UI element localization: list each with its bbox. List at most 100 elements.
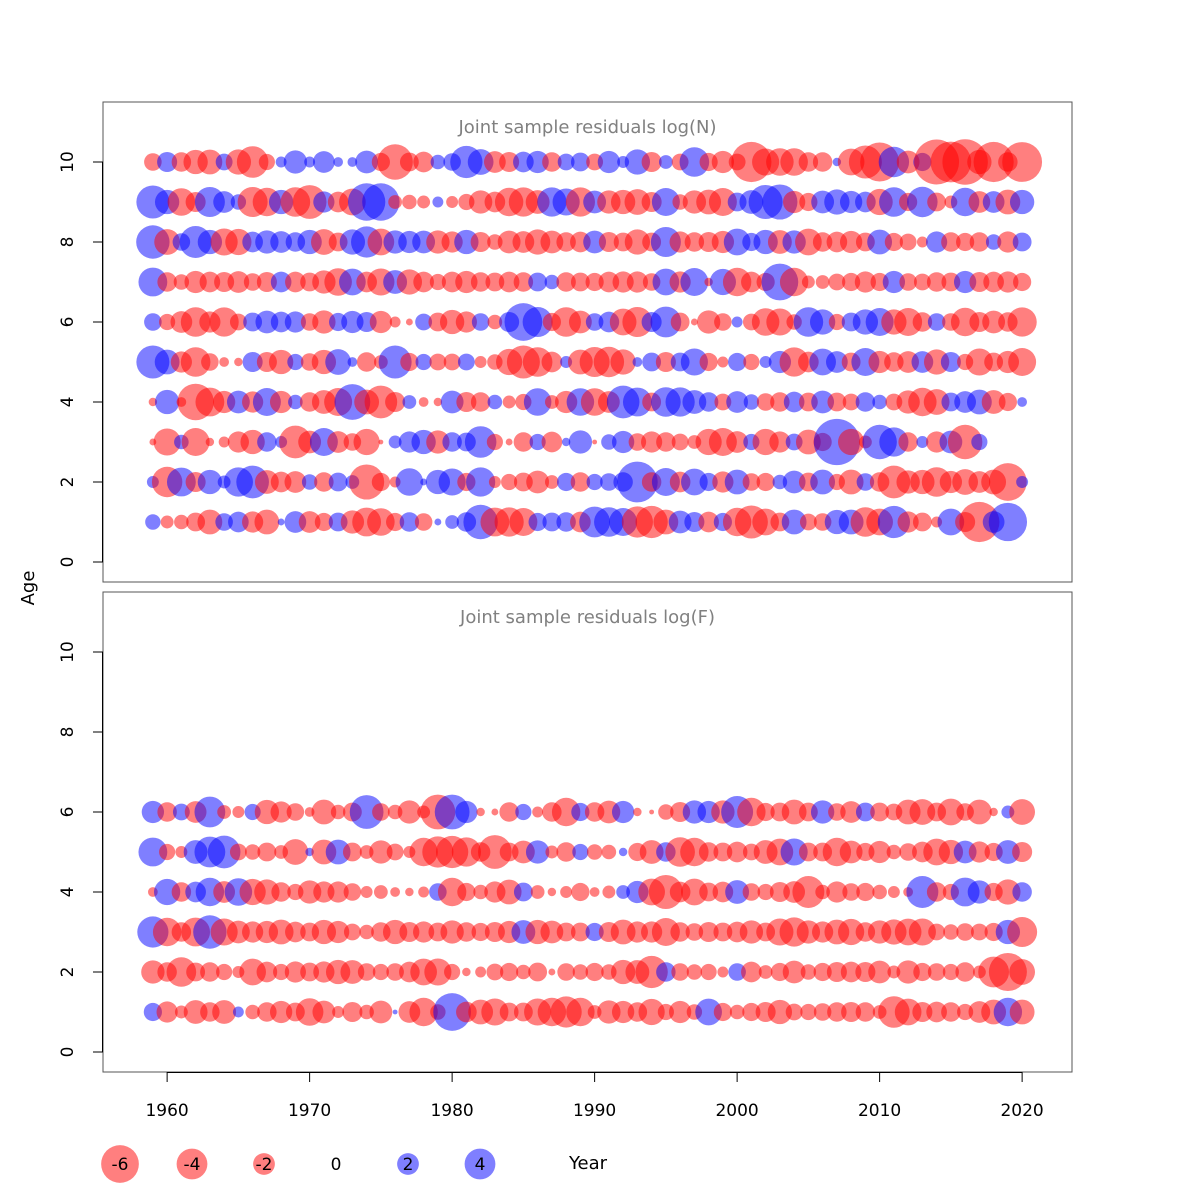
residual-bubble [227, 271, 250, 293]
residual-bubble [810, 469, 836, 495]
residual-bubble [757, 883, 774, 901]
residual-bubble [828, 273, 846, 291]
residual-bubble [462, 967, 471, 977]
residual-bubble [197, 149, 223, 175]
residual-bubble [556, 842, 576, 862]
residual-bubble [756, 393, 775, 411]
residual-bubble [528, 962, 548, 982]
residual-bubble [813, 962, 832, 982]
residual-bubble [670, 922, 690, 942]
residual-bubble [812, 232, 833, 252]
residual-bubble [699, 472, 718, 492]
residual-bubble [743, 353, 760, 371]
residual-bubble [157, 802, 177, 822]
residual-bubble [679, 147, 710, 177]
residual-bubble [471, 313, 490, 331]
residual-bubble [491, 808, 499, 816]
residual-bubble [600, 473, 618, 491]
residual-bubble [941, 232, 961, 252]
residual-bubble [405, 887, 414, 897]
residual-bubble [971, 433, 988, 451]
residual-bubble [513, 272, 534, 292]
residual-bubble [827, 392, 847, 412]
residual-bubble [326, 920, 350, 944]
residual-bubble [212, 1000, 237, 1024]
residual-bubble [526, 470, 550, 494]
residual-bubble [956, 923, 974, 941]
residual-bubble [343, 923, 361, 941]
residual-bubble [586, 473, 603, 491]
residual-bubble [912, 312, 933, 332]
residual-bubble [277, 518, 285, 526]
residual-bubble [838, 918, 865, 946]
residual-bubble [724, 469, 750, 495]
y-tick-label: 4 [58, 887, 78, 898]
residual-bubble [622, 306, 653, 338]
residual-bubble [505, 438, 513, 446]
residual-bubble [557, 963, 575, 981]
residual-bubble [611, 430, 635, 454]
residual-bubble [742, 883, 761, 901]
residual-bubble [879, 187, 909, 217]
legend-bubble [464, 1148, 496, 1180]
residual-bubble [415, 313, 433, 331]
residual-bubble [215, 513, 233, 531]
residual-bubble [726, 431, 749, 453]
residual-bubble [457, 882, 476, 902]
residual-bubble [766, 308, 794, 336]
residual-bubble [811, 390, 835, 414]
residual-bubble [540, 920, 564, 944]
residual-bubble [502, 395, 516, 409]
residual-bubble [181, 428, 210, 456]
residual-bubble [912, 1001, 933, 1023]
residual-bubble [244, 844, 261, 860]
residual-bubble [159, 843, 176, 861]
legend-label: 0 [331, 1155, 342, 1175]
residual-bubble [437, 877, 467, 907]
residual-bubble [420, 478, 428, 486]
residual-bubble [855, 802, 875, 822]
residual-bubble [144, 313, 162, 331]
legend-bubble [397, 1153, 419, 1175]
residual-bubble [854, 271, 876, 293]
residual-bubble [896, 960, 920, 984]
residual-bubble [1012, 841, 1033, 863]
residual-bubble [937, 798, 965, 826]
residual-bubble [312, 151, 335, 173]
residual-bubble [388, 435, 402, 449]
residual-bubble [872, 394, 887, 410]
residual-bubble [758, 965, 773, 979]
residual-bubble [726, 391, 749, 413]
residual-bubble [325, 839, 351, 865]
residual-bubble [656, 432, 676, 452]
residual-bubble [597, 150, 621, 174]
residual-bubble [611, 1000, 635, 1024]
y-tick-label: 10 [58, 151, 78, 173]
residual-bubble [470, 392, 491, 412]
residual-bubble [743, 394, 760, 410]
residual-bubble [197, 469, 223, 495]
residual-bubble [243, 273, 262, 291]
legend-label: 2 [403, 1155, 414, 1175]
residual-bubble [388, 195, 403, 209]
residual-bubble [183, 1000, 208, 1024]
residual-bubble [741, 961, 762, 983]
residual-bubble [928, 923, 946, 941]
residual-bubble [509, 508, 538, 536]
residual-bubble [234, 357, 243, 367]
residual-bubble [542, 152, 562, 172]
residual-bubble [708, 188, 737, 216]
residual-bubble [868, 840, 891, 864]
residual-bubble [349, 795, 384, 829]
residual-bubble [271, 882, 291, 902]
residual-bubble [312, 310, 336, 334]
residual-bubble [1013, 272, 1032, 292]
residual-bubble [713, 842, 733, 862]
residual-bubble [815, 275, 830, 289]
residual-bubble [589, 887, 600, 897]
residual-bubble [839, 840, 863, 864]
residual-bubble [333, 157, 343, 167]
residual-bubble [341, 310, 364, 334]
residual-bubble [556, 232, 576, 252]
residual-bubble [405, 318, 413, 326]
